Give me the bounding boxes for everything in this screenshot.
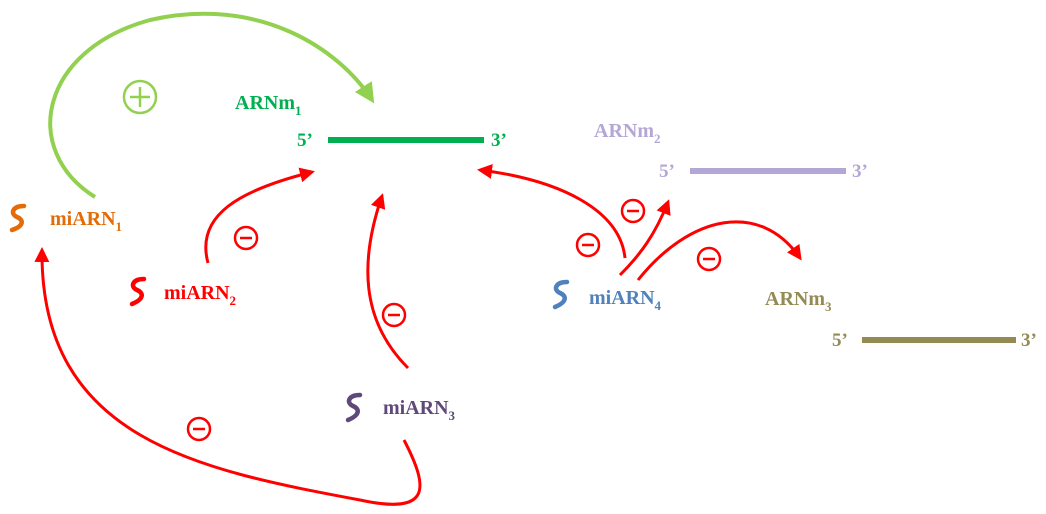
mirna-1: miARN1: [9, 203, 122, 234]
inhibition-arrow-mirna3-to-mirna1: [34, 247, 422, 506]
squiggle-icon: [345, 392, 363, 423]
inhibition-arrow-mirna2-to-arnm1: [204, 167, 315, 264]
inhibition-arrow-mirna4-to-arnm3: [636, 220, 802, 281]
mirna-4-label: miARN4: [589, 287, 662, 313]
squiggle-icon: [129, 276, 147, 307]
mirna-1-label: miARN1: [50, 208, 122, 234]
activation-plus-icon: [122, 79, 158, 115]
inhibition-minus-icon: [575, 232, 601, 258]
mirna-3-label: miARN3: [383, 397, 456, 423]
mrna-3-five-prime: 5’: [832, 330, 848, 351]
mrna-2-three-prime: 3’: [852, 161, 868, 182]
mrna-3: ARNm3 5’ 3’: [765, 288, 1037, 351]
mirna-2-label: miARN2: [164, 282, 236, 308]
mrna-2-label: ARNm2: [594, 120, 661, 146]
mrna-3-label: ARNm3: [765, 288, 832, 314]
inhibition-minus-icon: [233, 225, 259, 251]
inhibition-minus-icon: [620, 198, 646, 224]
inhibition-minus-icon: [186, 416, 212, 442]
activation-arrow-mirna1-to-arnm1: [48, 11, 375, 199]
inhibition-minus-icon: [696, 246, 722, 272]
inhibition-arrow-mirna4-to-arnm1: [477, 164, 627, 259]
mrna-1-five-prime: 5’: [297, 130, 313, 151]
squiggle-icon: [552, 279, 570, 310]
mrna-1: ARNm1 5’ 3’: [235, 92, 507, 151]
inhibition-arrow-mirna4-to-arnm2: [618, 199, 671, 277]
mrna-1-three-prime: 3’: [491, 130, 507, 151]
mirna-2: miARN2: [129, 276, 236, 308]
inhibition-minus-icon: [381, 302, 407, 328]
mrna-2: ARNm2 5’ 3’: [594, 120, 868, 182]
inhibition-arrow-mirna3-to-arnm1: [366, 193, 410, 370]
mrna-2-five-prime: 5’: [659, 161, 675, 182]
mrna-3-three-prime: 3’: [1021, 330, 1037, 351]
mirna-3: miARN3: [345, 392, 456, 423]
mrna-1-label: ARNm1: [235, 92, 302, 118]
mirna-4: miARN4: [552, 279, 662, 313]
squiggle-icon: [9, 203, 27, 233]
